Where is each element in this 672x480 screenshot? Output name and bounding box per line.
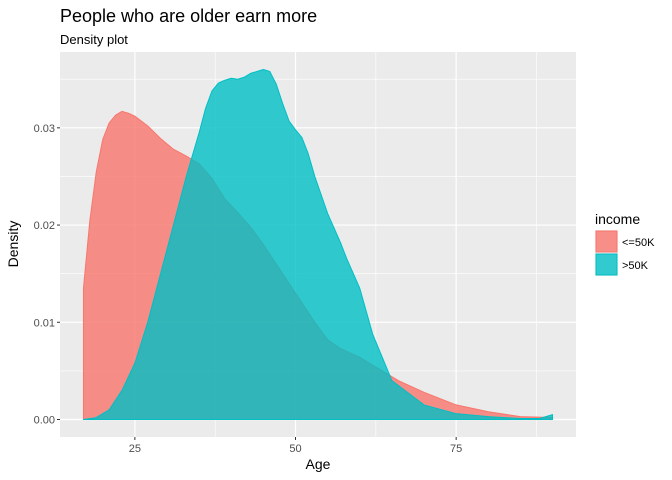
legend: income <=50K >50K bbox=[595, 211, 655, 276]
x-tick-label: 25 bbox=[129, 443, 141, 455]
legend-label-gt50k: >50K bbox=[622, 260, 649, 272]
legend-label-le50k: <=50K bbox=[622, 237, 655, 249]
density-series bbox=[82, 69, 554, 420]
chart-title: People who are older earn more bbox=[60, 6, 317, 26]
y-axis-title: Density bbox=[5, 221, 21, 268]
y-tick-label: 0.03 bbox=[34, 123, 55, 135]
legend-swatch-le50k bbox=[595, 230, 618, 253]
legend-title: income bbox=[595, 211, 640, 227]
x-tick-label: 50 bbox=[289, 443, 301, 455]
y-tick-label: 0.01 bbox=[34, 317, 55, 329]
y-axis: 0.00 0.01 0.02 0.03 bbox=[34, 123, 60, 427]
x-axis: 25 50 75 bbox=[129, 437, 462, 455]
density-area-gt50k bbox=[82, 69, 554, 420]
y-tick-label: 0.00 bbox=[34, 415, 55, 427]
x-tick-label: 75 bbox=[450, 443, 462, 455]
x-axis-title: Age bbox=[306, 456, 331, 472]
y-tick-label: 0.02 bbox=[34, 220, 55, 232]
legend-swatch-gt50k bbox=[595, 253, 618, 276]
chart-subtitle: Density plot bbox=[60, 32, 128, 47]
